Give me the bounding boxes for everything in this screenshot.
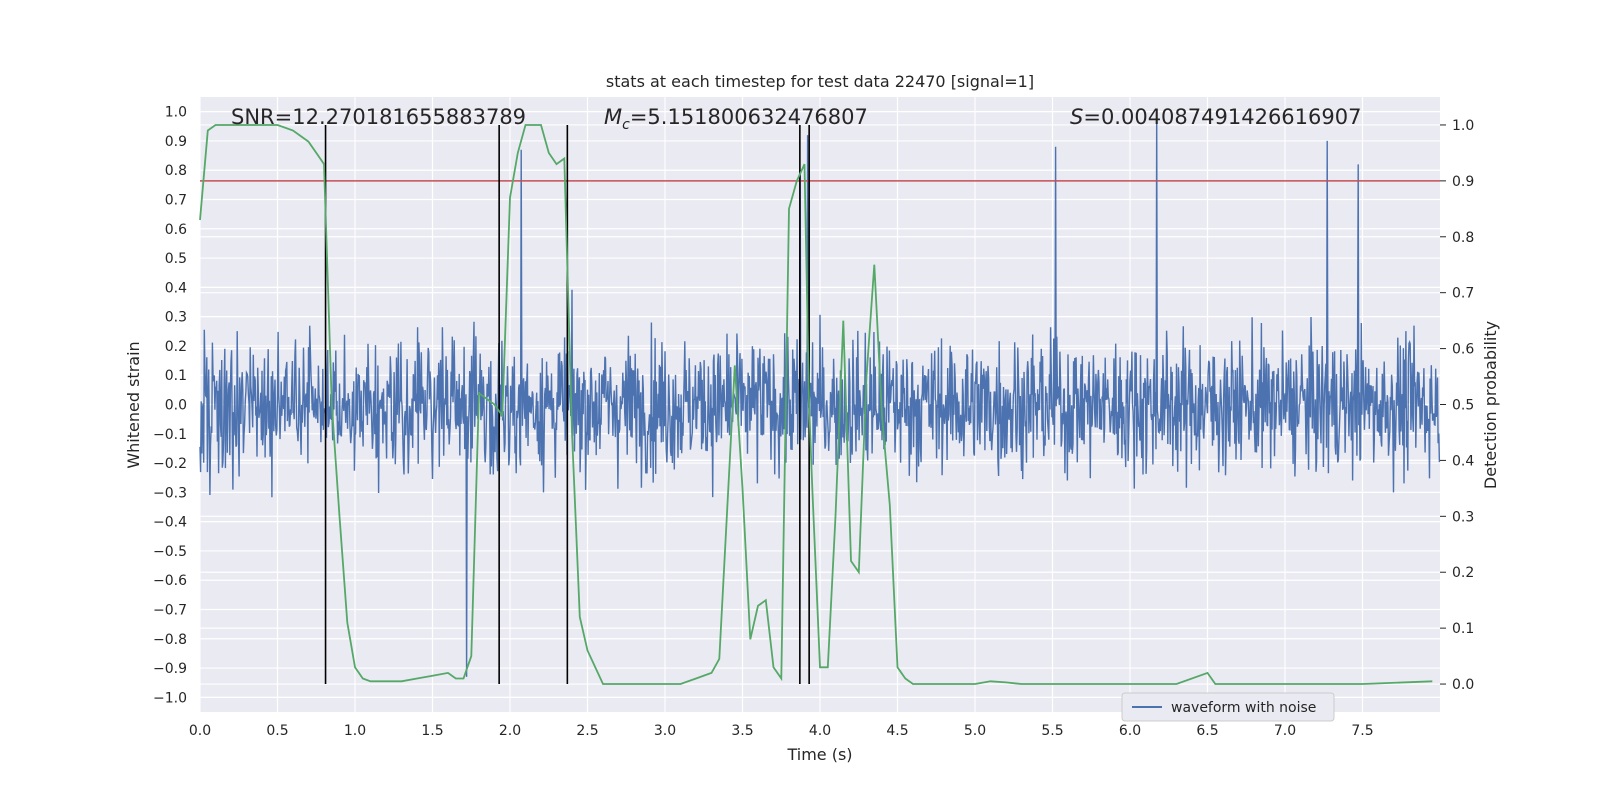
- x-tick-label: 6.0: [1119, 723, 1141, 739]
- y-right-tick-label: 0.1: [1452, 621, 1474, 637]
- chart-title: stats at each timestep for test data 224…: [606, 72, 1034, 91]
- y-left-tick-label: −0.6: [153, 573, 187, 589]
- waveform-line: [199, 111, 1441, 677]
- s-annotation: S=0.004087491426616907: [1070, 105, 1361, 129]
- y-left-tick-label: 1.0: [165, 105, 187, 121]
- y-right-tick-label: 0.3: [1452, 509, 1474, 525]
- s-value: =0.004087491426616907: [1083, 105, 1361, 129]
- y-left-tick-label: −1.0: [153, 690, 187, 706]
- chirp-mass-symbol: M: [604, 105, 622, 129]
- y-right-tick-label: 1.0: [1452, 118, 1474, 134]
- y-left-tick-label: 0.5: [165, 251, 187, 267]
- y-left-tick-label: 0.2: [165, 339, 187, 355]
- y-right-tick-label: 0.2: [1452, 565, 1474, 581]
- y-right-tick-label: 0.5: [1452, 398, 1474, 414]
- y-right-tick-label: 0.6: [1452, 342, 1474, 358]
- y-left-tick-label: 0.8: [165, 163, 187, 179]
- x-tick-label: 0.5: [266, 723, 288, 739]
- y-axis-left-label: Whitened strain: [124, 341, 143, 468]
- snr-annotation: SNR=12.270181655883789: [231, 105, 526, 129]
- probability-series: [199, 124, 1433, 685]
- y-left-tick-label: 0.4: [165, 280, 187, 296]
- x-tick-label: 2.5: [576, 723, 598, 739]
- x-tick-label: 7.0: [1274, 723, 1296, 739]
- y-right-tick-label: 0.4: [1452, 453, 1474, 469]
- x-tick-label: 2.0: [499, 723, 521, 739]
- s-symbol: S: [1070, 105, 1083, 129]
- x-axis-label: Time (s): [786, 745, 852, 764]
- x-tick-label: 1.5: [421, 723, 443, 739]
- x-tick-label: 3.5: [731, 723, 753, 739]
- chirp-mass-subscript: c: [622, 117, 630, 133]
- y-left-tick-label: −0.3: [153, 485, 187, 501]
- x-tick-label: 7.5: [1351, 723, 1373, 739]
- y-left-tick-label: −0.2: [153, 456, 187, 472]
- y-left-tick-label: 0.7: [165, 193, 187, 209]
- y-left-tick-label: 0.6: [165, 222, 187, 238]
- y-axis-right-label: Detection probability: [1481, 321, 1500, 489]
- y-right-tick-label: 0.0: [1452, 677, 1474, 693]
- x-tick-label: 5.0: [964, 723, 986, 739]
- y-left-tick-label: −0.5: [153, 544, 187, 560]
- y-right-tick-label: 0.7: [1452, 286, 1474, 302]
- tick-labels: 0.0 0.5 1.0 1.5 2.0 2.5 3.0 3.5 4.0 4.5 5.0 5.5 6.0 6…: [153, 105, 1474, 739]
- chirp-mass-annotation: Mc=5.151800632476807: [604, 105, 868, 133]
- y-left-tick-label: −0.7: [153, 603, 187, 619]
- y-left-tick-label: 0.9: [165, 134, 187, 150]
- x-tick-label: 6.5: [1196, 723, 1218, 739]
- legend-box: [1121, 692, 1335, 722]
- y-left-tick-label: −0.4: [153, 515, 187, 531]
- x-tick-label: 4.5: [886, 723, 908, 739]
- x-tick-label: 5.5: [1041, 723, 1063, 739]
- y-right-tick-label: 0.8: [1452, 230, 1474, 246]
- y-left-tick-label: −0.8: [153, 632, 187, 648]
- y-left-tick-label: 0.0: [165, 398, 187, 414]
- legend: waveform with noise: [1121, 692, 1335, 722]
- waveform-series: [199, 111, 1441, 677]
- x-tick-label: 0.0: [189, 723, 211, 739]
- legend-label: waveform with noise: [1171, 700, 1316, 716]
- x-tick-label: 3.0: [654, 723, 676, 739]
- x-tick-label: 1.0: [344, 723, 366, 739]
- probability-line: [199, 124, 1433, 685]
- chirp-mass-value: =5.151800632476807: [630, 105, 868, 129]
- y-right-tick-label: 0.9: [1452, 174, 1474, 190]
- y-left-tick-label: −0.9: [153, 661, 187, 677]
- x-tick-label: 4.0: [809, 723, 831, 739]
- y-left-tick-label: −0.1: [153, 427, 187, 443]
- y-left-tick-label: 0.3: [165, 310, 187, 326]
- y-left-tick-label: 0.1: [165, 368, 187, 384]
